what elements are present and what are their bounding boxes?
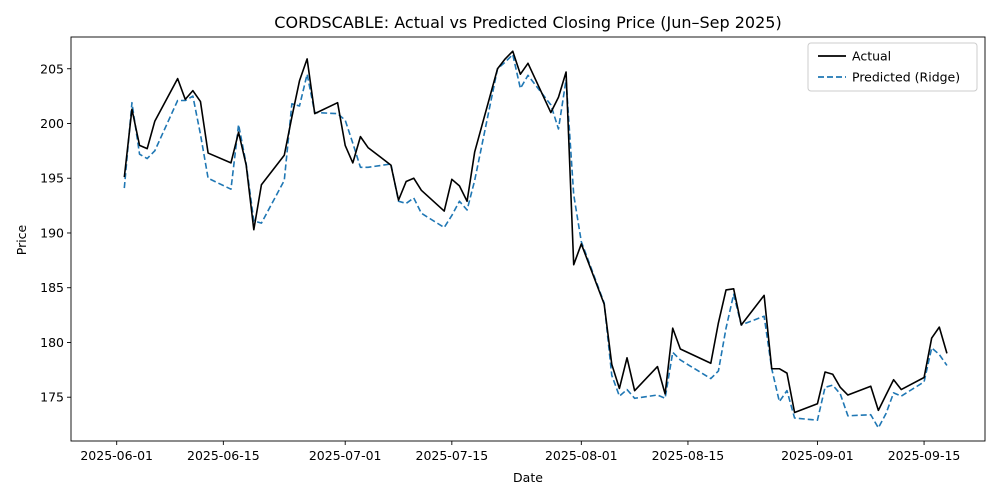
y-tick-label: 175 [40, 390, 64, 405]
y-axis: 175 180 185 190 195 200 205 [40, 61, 71, 405]
legend-label-actual: Actual [852, 49, 891, 64]
x-tick-label: 2025-08-01 [545, 448, 618, 463]
y-tick-label: 185 [40, 280, 64, 295]
plot-frame [70, 36, 986, 442]
plot-area [70, 36, 986, 442]
y-tick-label: 205 [40, 61, 64, 76]
series-line-predicted [123, 53, 948, 429]
y-tick-label: 200 [40, 116, 64, 131]
x-tick-label: 2025-09-15 [888, 448, 961, 463]
x-tick-label: 2025-06-01 [80, 448, 153, 463]
y-tick-label: 190 [40, 225, 64, 240]
legend-label-predicted: Predicted (Ridge) [852, 70, 960, 85]
y-axis-label: Price [14, 224, 29, 255]
x-axis-label: Date [513, 470, 543, 485]
series-layer [123, 50, 948, 429]
x-tick-label: 2025-09-01 [781, 448, 854, 463]
legend-frame [807, 42, 978, 92]
x-tick-label: 2025-06-15 [187, 448, 260, 463]
series-line-actual [123, 50, 948, 414]
y-tick-label: 195 [40, 171, 64, 186]
x-axis: 2025-06-01 2025-06-15 2025-07-01 2025-07-15… [80, 441, 960, 463]
x-tick-label: 2025-08-15 [652, 448, 725, 463]
chart-title: CORDSCABLE: Actual vs Predicted Closing … [274, 13, 781, 32]
x-tick-label: 2025-07-01 [309, 448, 382, 463]
legend: Actual Predicted (Ridge) [807, 42, 978, 92]
y-tick-label: 180 [40, 335, 64, 350]
x-tick-label: 2025-07-15 [416, 448, 489, 463]
